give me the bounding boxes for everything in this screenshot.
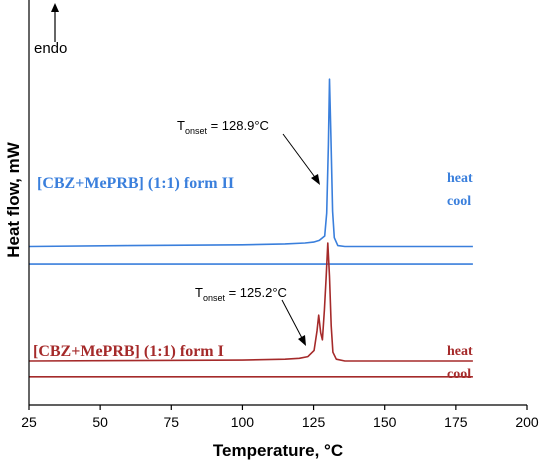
curve-form-ii-heat <box>28 78 473 248</box>
x-tick-label-200: 200 <box>515 414 539 430</box>
onset-label-form-ii: Tonset = 128.9°C <box>177 118 269 136</box>
axes: 25 50 75 100 125 150 175 200 <box>21 0 539 430</box>
x-tick-label-150: 150 <box>373 414 397 430</box>
x-ticks: 25 50 75 100 125 150 175 200 <box>21 405 539 430</box>
x-tick-label-75: 75 <box>163 414 179 430</box>
x-tick-label-125: 125 <box>302 414 326 430</box>
onset-label-form-i: Tonset = 125.2°C <box>195 285 287 303</box>
plot-lines <box>28 78 473 378</box>
form-ii-cool-label: cool <box>447 194 471 209</box>
form-ii-heat-label: heat <box>447 171 473 186</box>
endo-arrow-head <box>51 3 59 12</box>
onset-arrow-form-i <box>281 299 304 341</box>
onset-arrow-head-form-i <box>298 335 306 346</box>
form-i-heat-label: heat <box>447 344 473 359</box>
x-tick-label-100: 100 <box>231 414 255 430</box>
x-tick-label-175: 175 <box>444 414 468 430</box>
form-i-cool-label: cool <box>447 367 471 382</box>
x-axis-title: Temperature, °C <box>213 441 343 460</box>
y-axis-title: Heat flow, mW <box>4 141 23 257</box>
x-tick-label-50: 50 <box>92 414 108 430</box>
curve-form-i-heat <box>28 242 473 362</box>
onset-arrow-head-form-ii <box>311 174 320 185</box>
onset-arrow-form-ii <box>282 133 318 181</box>
series-title-form-ii: [CBZ+MePRB] (1:1) form II <box>37 175 234 192</box>
series-title-form-i: [CBZ+MePRB] (1:1) form I <box>33 343 224 360</box>
endo-label: endo <box>34 40 67 57</box>
x-tick-label-25: 25 <box>21 414 37 430</box>
